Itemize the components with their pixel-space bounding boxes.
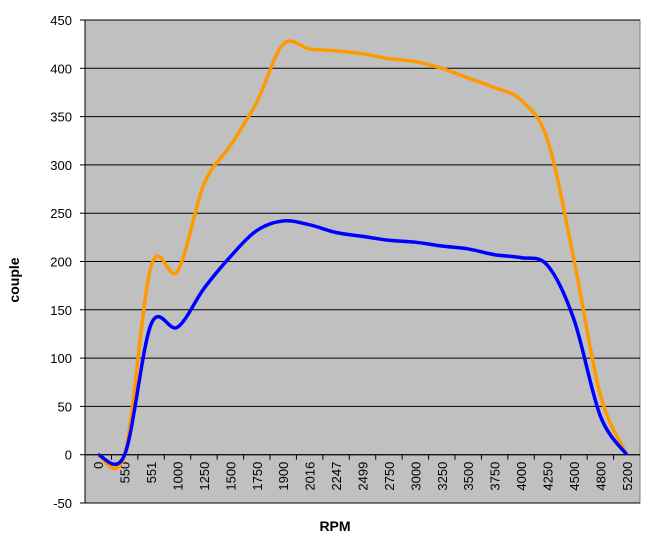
x-tick-label: 3000 bbox=[408, 462, 423, 491]
x-tick-label: 0 bbox=[91, 462, 106, 469]
y-tick-label: 250 bbox=[50, 206, 72, 221]
series-line bbox=[97, 218, 629, 466]
x-tick-label: 2016 bbox=[303, 462, 318, 491]
x-tick-label: 2247 bbox=[329, 462, 344, 491]
y-tick-label: 200 bbox=[50, 255, 72, 270]
x-tick-label: 3250 bbox=[435, 462, 450, 491]
y-axis-label: couple bbox=[6, 257, 22, 302]
y-tick-label: 100 bbox=[50, 351, 72, 366]
y-tick-label: 50 bbox=[58, 399, 72, 414]
x-tick-label: 2499 bbox=[356, 462, 371, 491]
x-tick-label: 1750 bbox=[250, 462, 265, 491]
x-tick-label: 1250 bbox=[197, 462, 212, 491]
y-tick-label: 300 bbox=[50, 158, 72, 173]
y-tick-label: 400 bbox=[50, 61, 72, 76]
y-tick-label: 350 bbox=[50, 110, 72, 125]
series-line bbox=[97, 39, 629, 471]
x-tick-label: 3750 bbox=[488, 462, 503, 491]
x-tick-label: 1500 bbox=[223, 462, 238, 491]
y-tick-label: 150 bbox=[50, 303, 72, 318]
x-tick-label: 2750 bbox=[382, 462, 397, 491]
x-tick-label: 5200 bbox=[620, 462, 635, 491]
x-tick-label: 1900 bbox=[276, 462, 291, 491]
x-tick-label: 4800 bbox=[593, 462, 608, 491]
x-tick-label: 3500 bbox=[461, 462, 476, 491]
x-tick-label: 4000 bbox=[514, 462, 529, 491]
y-tick-label: -50 bbox=[53, 496, 72, 511]
x-tick-label: 4500 bbox=[567, 462, 582, 491]
x-tick-label: 550 bbox=[118, 462, 133, 484]
x-tick-label: 4250 bbox=[541, 462, 556, 491]
y-tick-label: 0 bbox=[65, 448, 72, 463]
x-axis-label: RPM bbox=[319, 518, 350, 534]
y-tick-label: 450 bbox=[50, 13, 72, 28]
x-tick-label: 551 bbox=[144, 462, 159, 484]
x-tick-label: 1000 bbox=[171, 462, 186, 491]
